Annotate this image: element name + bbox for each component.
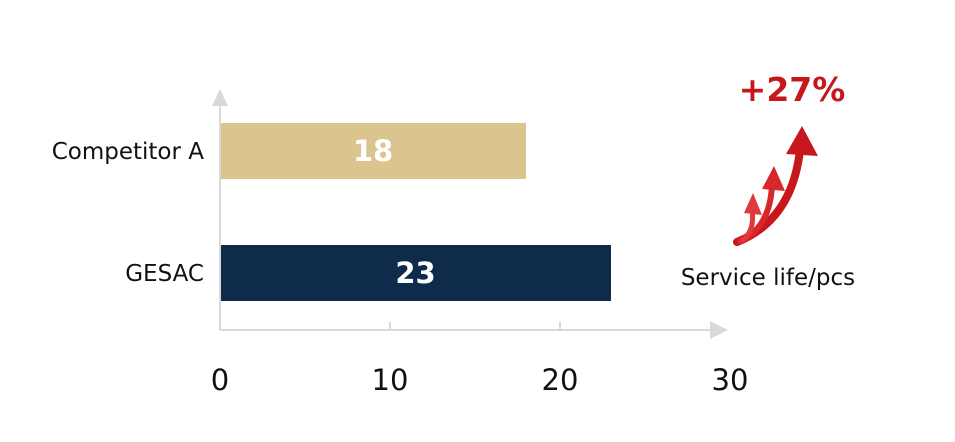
growth-annotation: +27%: [739, 70, 846, 109]
bar-value-label: 23: [395, 256, 435, 290]
x-axis-tick-marks: [389, 322, 561, 330]
bars: [221, 123, 611, 301]
category-labels: Competitor A GESAC: [52, 139, 205, 287]
x-axis-tick-labels: 0 10 20 30: [211, 363, 749, 397]
x-tick-label: 20: [542, 363, 579, 397]
x-tick-label: 30: [712, 363, 749, 397]
y-axis-arrow-icon: [212, 89, 228, 106]
bar-gesac: [221, 245, 611, 301]
rising-arrows-icon: [733, 126, 818, 246]
bar-competitor-a: [221, 123, 526, 179]
category-label: GESAC: [125, 261, 204, 287]
x-axis-arrow-icon: [710, 321, 728, 339]
x-axis-title: Service life/pcs: [681, 265, 855, 291]
category-label: Competitor A: [52, 139, 205, 165]
x-tick-label: 0: [211, 363, 229, 397]
x-tick-label: 10: [372, 363, 409, 397]
bar-value-label: 18: [353, 134, 393, 168]
